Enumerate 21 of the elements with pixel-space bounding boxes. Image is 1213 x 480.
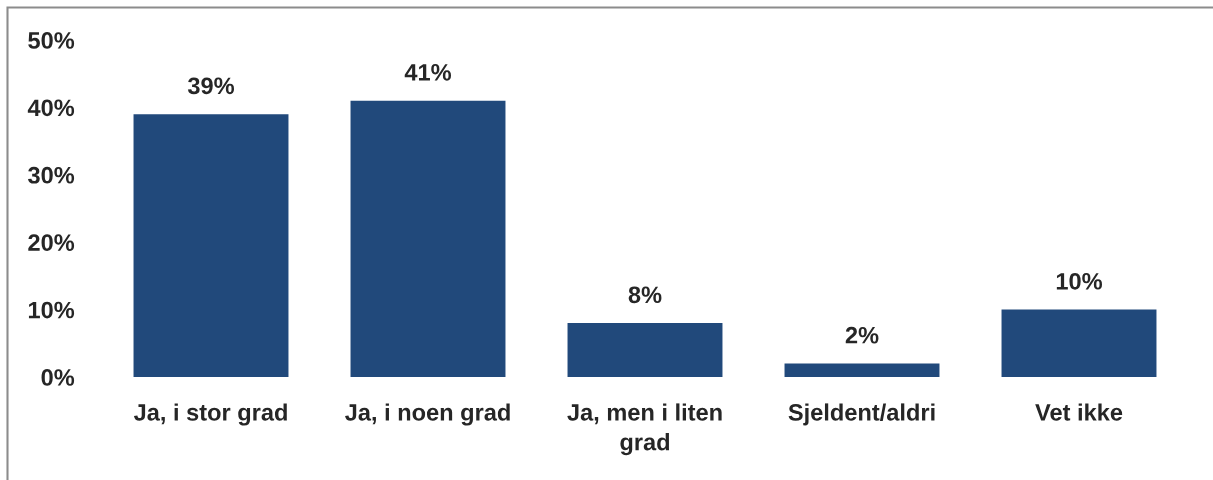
- data-label: 39%: [187, 77, 235, 95]
- y-tick-label: 20%: [28, 234, 75, 251]
- y-tick-label: 40%: [27, 99, 75, 117]
- data-label: 8%: [628, 286, 662, 304]
- x-tick-label: Ja, i stor grad: [133, 403, 287, 426]
- bar: [133, 114, 289, 377]
- data-label: 10%: [1056, 272, 1103, 290]
- bar: [567, 323, 723, 377]
- x-tick-label: Vet ikke: [1035, 403, 1123, 421]
- y-tick-label: 30%: [28, 166, 75, 184]
- bar: [784, 363, 940, 377]
- bar: [1001, 309, 1157, 377]
- y-tick-label: 10%: [28, 301, 75, 319]
- data-label: 41%: [404, 64, 452, 81]
- bar: [350, 100, 506, 377]
- x-tick-label: Ja, men i liten grad: [567, 403, 722, 456]
- x-tick-label: Sjeldent/aldri: [788, 403, 935, 426]
- y-tick-label: 50%: [28, 32, 75, 49]
- y-tick-label: 0%: [41, 369, 75, 386]
- x-tick-label: Ja, i noen grad: [345, 403, 510, 426]
- data-label: 2%: [845, 326, 879, 344]
